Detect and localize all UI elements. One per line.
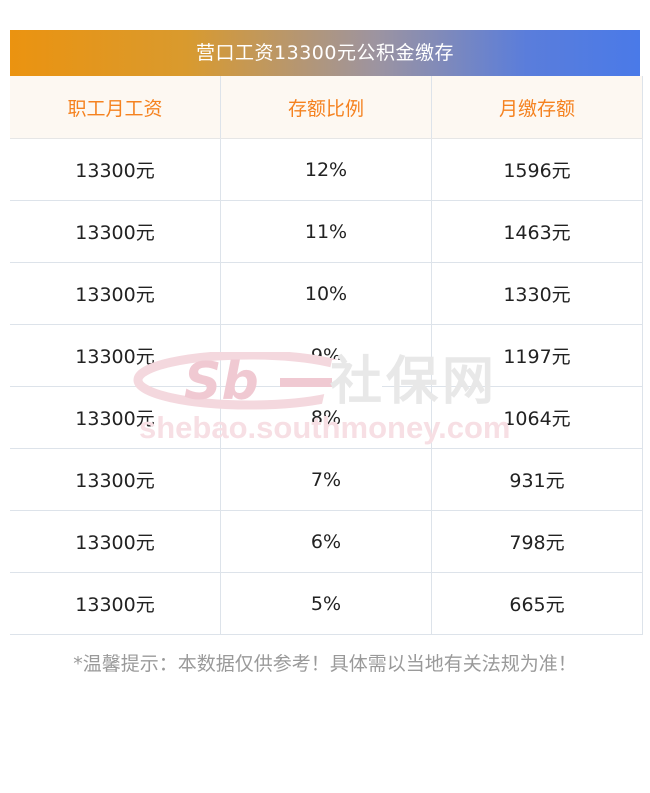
cell-salary: 13300元 xyxy=(10,448,221,511)
disclaimer-note: *温馨提示：本数据仅供参考！具体需以当地有关法规为准！ xyxy=(73,653,577,675)
cell-amount: 1596元 xyxy=(431,138,643,201)
table-row: 13300元 10% 1330元 xyxy=(10,262,643,325)
cell-amount: 1330元 xyxy=(431,262,643,325)
table-row: 13300元 8% 1064元 xyxy=(10,386,643,449)
housing-fund-table: 职工月工资 存额比例 月缴存额 13300元 12% 1596元 13300元 … xyxy=(10,76,643,635)
cell-amount: 798元 xyxy=(431,510,643,573)
table-row: 13300元 5% 665元 xyxy=(10,572,643,635)
column-header-salary: 职工月工资 xyxy=(10,76,221,139)
table-row: 13300元 12% 1596元 xyxy=(10,138,643,201)
cell-rate: 8% xyxy=(220,386,432,449)
cell-salary: 13300元 xyxy=(10,510,221,573)
cell-amount: 931元 xyxy=(431,448,643,511)
cell-amount: 665元 xyxy=(431,572,643,635)
cell-salary: 13300元 xyxy=(10,262,221,325)
table-row: 13300元 6% 798元 xyxy=(10,510,643,573)
cell-amount: 1064元 xyxy=(431,386,643,449)
table-header-row: 职工月工资 存额比例 月缴存额 xyxy=(10,76,643,139)
cell-rate: 6% xyxy=(220,510,432,573)
cell-rate: 11% xyxy=(220,200,432,263)
cell-rate: 9% xyxy=(220,324,432,387)
page-title: 营口工资13300元公积金缴存 xyxy=(10,30,640,76)
table-row: 13300元 11% 1463元 xyxy=(10,200,643,263)
cell-salary: 13300元 xyxy=(10,200,221,263)
table-row: 13300元 9% 1197元 xyxy=(10,324,643,387)
cell-salary: 13300元 xyxy=(10,138,221,201)
table-row: 13300元 7% 931元 xyxy=(10,448,643,511)
column-header-amount: 月缴存额 xyxy=(431,76,643,139)
cell-rate: 12% xyxy=(220,138,432,201)
cell-rate: 7% xyxy=(220,448,432,511)
column-header-rate: 存额比例 xyxy=(220,76,432,139)
cell-amount: 1197元 xyxy=(431,324,643,387)
cell-salary: 13300元 xyxy=(10,324,221,387)
cell-salary: 13300元 xyxy=(10,572,221,635)
cell-rate: 5% xyxy=(220,572,432,635)
cell-salary: 13300元 xyxy=(10,386,221,449)
cell-amount: 1463元 xyxy=(431,200,643,263)
cell-rate: 10% xyxy=(220,262,432,325)
